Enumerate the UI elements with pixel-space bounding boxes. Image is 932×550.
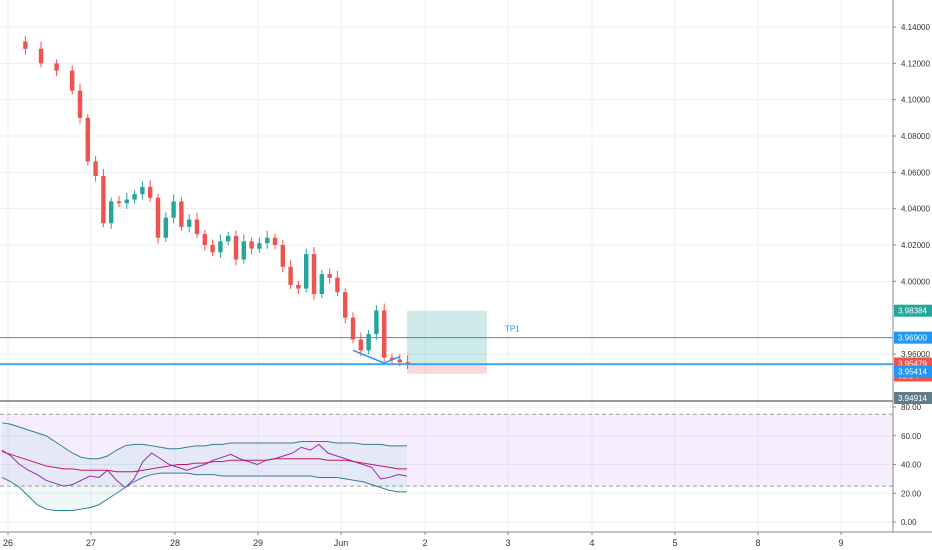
price-axis-tick-label: 4.12000 [901,59,930,68]
candle-body [179,201,184,227]
price-axis-tick-label: 4.04000 [901,205,930,214]
time-axis-tick-label: 2 [422,538,427,548]
candle-body [132,194,137,200]
candle-body [272,237,278,245]
candle-body [358,339,363,351]
tp-label: TP1 [505,325,520,334]
osc-axis-tick-label: 80.00 [901,403,922,412]
candle-body [171,201,176,218]
candle-body [288,266,293,285]
price-label-bg [894,392,932,404]
price-axis-tick-label: 4.06000 [901,168,930,177]
price-axis-tick-label: 4.00000 [901,277,930,286]
osc-axis-tick-label: 40.00 [901,461,922,470]
candle-body [109,201,114,224]
candle-body [397,359,402,363]
price-axis-tick-label: 4.14000 [901,23,930,32]
time-axis-tick-label: Jun [334,538,349,548]
price-axis-tick-label: 4.08000 [901,132,930,141]
time-axis-tick-label: 5 [672,538,677,548]
position-profit-zone [407,310,487,364]
price-label: 3.95479 [898,359,927,368]
osc-axis-tick-label: 20.00 [901,489,922,498]
candle-body [350,317,356,340]
candle-body [319,274,324,295]
time-axis-tick-label: 4 [589,538,594,548]
candle-body [226,235,231,242]
candle-body [210,245,215,253]
candle-body [343,292,348,318]
price-axis-tick-label: 4.02000 [901,241,930,250]
candle-body [241,241,246,260]
candle-body [140,186,145,195]
candle-body [202,234,207,245]
price-label: 3.95414 [898,368,927,377]
candle-body [374,310,379,335]
time-axis-tick-label: 9 [838,538,843,548]
bollinger-upper-line [1,422,407,460]
candle-body [148,186,153,198]
bollinger-fill [2,422,407,511]
rsi-band [0,414,893,487]
time-axis-tick-label: 28 [170,538,180,548]
price-axis-tick-label: 4.10000 [901,96,930,105]
candle-body [38,48,44,64]
candle-body [405,362,410,364]
candle-body [23,41,28,49]
candle-body [194,219,200,235]
candle-body [389,357,395,360]
candle-body [327,274,332,278]
candle-body [304,254,309,289]
candle-body [233,235,239,260]
candle-body [116,201,122,204]
candle-body [93,161,98,176]
rsi-ma-line [1,451,407,473]
price-label: 3.94914 [898,394,927,403]
osc-axis-tick-label: 0.00 [901,518,917,527]
price-label-bg [894,331,932,344]
price-label: 3.98384 [898,307,927,316]
time-axis-tick-label: 27 [86,538,96,548]
candle-body [382,310,387,358]
candle-body [163,217,168,238]
price-label-bg [894,304,932,317]
price-label-bg [894,365,932,378]
time-axis-tick-label: 26 [3,538,13,548]
candle-body [77,90,83,118]
candle-body [265,237,270,244]
candle-body [155,197,161,238]
candle-body [249,241,254,249]
candle-body [366,334,371,351]
candle-body [335,277,340,293]
price-label: 3.96900 [898,334,927,343]
candle-body [218,241,223,253]
time-axis-tick-label: 8 [755,538,760,548]
osc-axis-tick-label: 60.00 [901,432,922,441]
candle-body [70,70,75,91]
candle-body [296,284,301,289]
candle-body [101,175,106,224]
candle-body [187,219,192,227]
candle-body [311,254,317,295]
price-axis-tick-label: 3.96000 [901,350,930,359]
rsi-line [1,443,408,489]
candle-body [124,199,129,204]
candle-body [85,117,90,162]
candle-body [54,63,59,71]
time-axis-tick-label: 3 [505,538,510,548]
position-loss-zone [407,363,487,374]
trend-segment [352,349,401,364]
price-axis-bg [893,0,932,550]
candle-body [280,245,285,267]
time-axis-tick-label: 29 [253,538,263,548]
candle-body [257,243,262,249]
bollinger-lower-line [1,472,407,511]
